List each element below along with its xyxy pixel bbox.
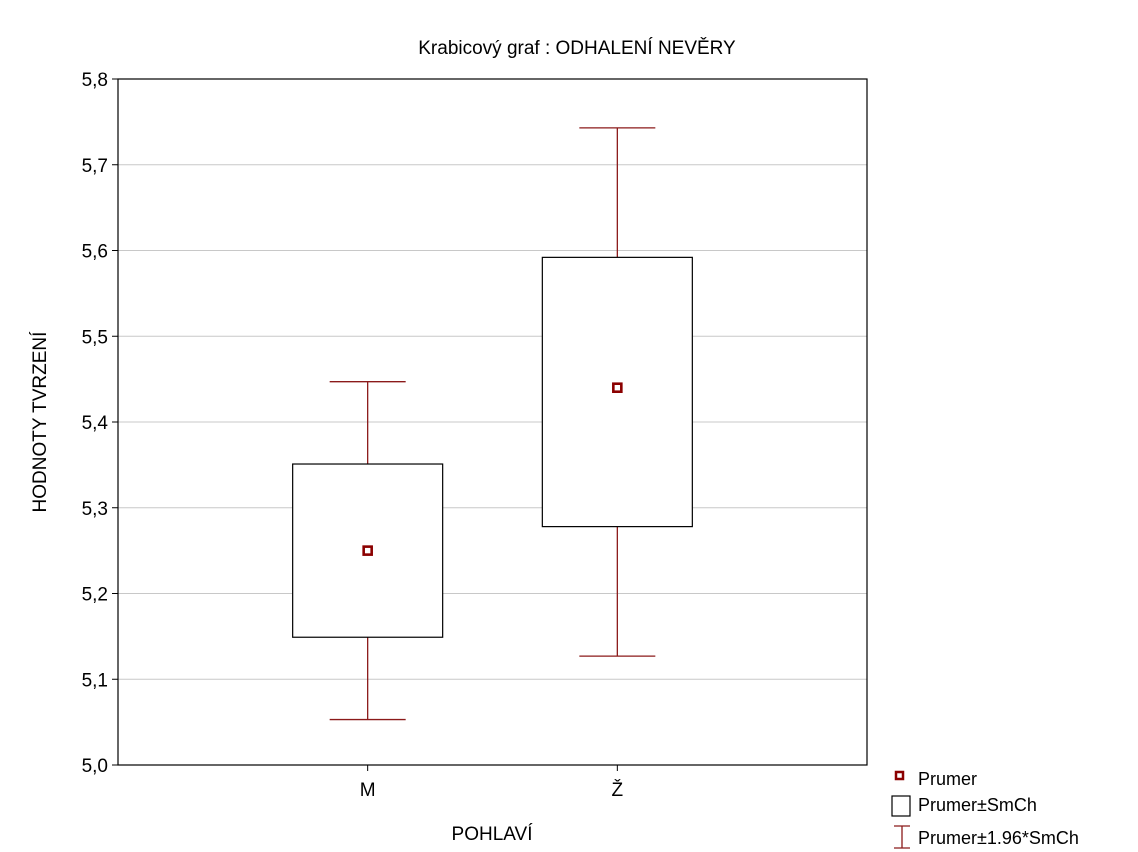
y-tick-label: 5,4 bbox=[82, 413, 109, 434]
grid-lines bbox=[118, 164, 867, 680]
legend-item-mean: Prumer bbox=[894, 769, 977, 789]
y-axis: 5,0 5,1 5,2 5,3 5,4 5,5 5,6 5,7 5,8 bbox=[82, 70, 118, 777]
legend-mean-label: Prumer bbox=[918, 769, 977, 789]
legend-item-box: Prumer±SmCh bbox=[891, 795, 1037, 817]
y-tick-label: 5,6 bbox=[82, 242, 108, 263]
y-tick-label: 5,7 bbox=[82, 156, 108, 177]
legend-box-marker bbox=[891, 795, 911, 817]
y-tick-label: 5,8 bbox=[82, 70, 108, 91]
legend-whisker-marker bbox=[894, 825, 910, 849]
legend: Prumer Prumer±SmCh Prumer±1.96*SmCh bbox=[891, 769, 1079, 849]
box-group bbox=[541, 127, 693, 657]
y-tick-label: 5,1 bbox=[82, 670, 108, 691]
x-axis-label: POHLAVÍ bbox=[452, 824, 534, 845]
legend-box-label: Prumer±SmCh bbox=[918, 795, 1037, 815]
x-tick-label: Ž bbox=[612, 779, 624, 801]
legend-whisker-label: Prumer±1.96*SmCh bbox=[918, 828, 1079, 848]
y-tick-label: 5,5 bbox=[82, 327, 108, 348]
y-tick-label: 5,0 bbox=[82, 756, 108, 777]
mean-marker bbox=[362, 545, 373, 556]
y-axis-label: HODNOTY TVRZENÍ bbox=[30, 331, 51, 513]
legend-mean-marker bbox=[894, 770, 905, 781]
chart-title: Krabicový graf : ODHALENÍ NEVĚRY bbox=[418, 37, 736, 59]
box-series bbox=[292, 127, 693, 721]
x-tick-label: M bbox=[360, 780, 376, 801]
y-tick-label: 5,2 bbox=[82, 585, 108, 606]
box-group bbox=[292, 381, 444, 721]
y-tick-label: 5,3 bbox=[82, 499, 108, 520]
legend-item-whisker: Prumer±1.96*SmCh bbox=[894, 825, 1079, 849]
mean-marker bbox=[612, 382, 623, 394]
